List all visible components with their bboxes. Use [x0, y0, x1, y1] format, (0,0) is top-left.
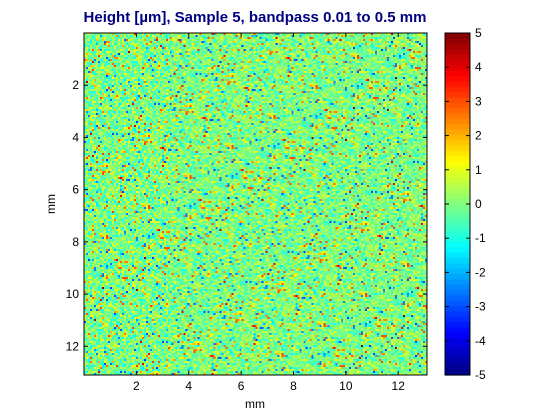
- colorbar-swatch: [445, 316, 470, 323]
- colorbar-tick-label: 5: [475, 26, 482, 40]
- colorbar-tick-label: -3: [475, 300, 486, 314]
- colorbar-swatch: [445, 150, 470, 157]
- colorbar-swatch: [445, 102, 470, 109]
- colorbar-swatch: [445, 268, 470, 275]
- colorbar-swatch: [445, 236, 470, 243]
- colorbar: 5 4 3 2 1 0 -1 -2 -3 -4 -5: [444, 26, 486, 382]
- colorbar-swatch: [445, 171, 470, 178]
- colorbar-swatch: [445, 284, 470, 291]
- y-tick-label: 6: [72, 183, 79, 197]
- colorbar-swatch: [445, 262, 470, 269]
- colorbar-swatch: [445, 166, 470, 173]
- colorbar-swatch: [445, 33, 470, 39]
- colorbar-swatch: [445, 187, 470, 194]
- colorbar-swatch: [445, 97, 470, 104]
- colorbar-swatch: [445, 91, 470, 98]
- y-tick-label: 10: [66, 287, 80, 301]
- colorbar-tick-label: 4: [475, 60, 482, 74]
- x-tick-label: 6: [238, 379, 245, 393]
- colorbar-swatch: [445, 59, 470, 66]
- colorbar-swatch: [445, 289, 470, 296]
- chart-title: Height [µm], Sample 5, bandpass 0.01 to …: [84, 9, 427, 26]
- colorbar-swatch: [445, 118, 470, 125]
- colorbar-swatch: [445, 358, 470, 365]
- colorbar-swatch: [445, 38, 470, 45]
- colorbar-swatch: [445, 139, 470, 146]
- axes: 2 4 6 8 10 12 2 4 6 8 10 12: [66, 32, 428, 393]
- colorbar-tick-label: -5: [475, 368, 486, 382]
- colorbar-swatch: [445, 86, 470, 93]
- colorbar-swatch: [445, 193, 470, 200]
- plot-frame: [83, 32, 428, 376]
- x-tick-label: 2: [133, 379, 140, 393]
- colorbar-swatch: [445, 161, 470, 168]
- colorbar-tick-label: 2: [475, 129, 482, 143]
- colorbar-swatch: [445, 273, 470, 280]
- colorbar-tick-label: 3: [475, 94, 482, 108]
- colorbar-swatch: [445, 81, 470, 88]
- colorbar-swatch: [445, 332, 470, 339]
- colorbar-tick-label: -4: [475, 334, 486, 348]
- colorbar-swatch: [445, 107, 470, 114]
- colorbar-swatch: [445, 54, 470, 61]
- colorbar-swatch: [445, 123, 470, 130]
- colorbar-swatch: [445, 278, 470, 285]
- y-tick-label: 2: [72, 78, 79, 92]
- colorbar-swatch: [445, 113, 470, 120]
- colorbar-swatch: [445, 321, 470, 328]
- colorbar-tick-label: -1: [475, 231, 486, 245]
- colorbar-swatch: [445, 145, 470, 152]
- colorbar-swatch: [445, 310, 470, 317]
- colorbar-swatch: [445, 230, 470, 237]
- colorbar-swatch: [445, 342, 470, 349]
- colorbar-swatch: [445, 177, 470, 184]
- y-tick-label: 4: [72, 130, 79, 144]
- colorbar-swatch: [445, 294, 470, 301]
- colorbar-swatch: [445, 257, 470, 264]
- colorbar-swatch: [445, 134, 470, 141]
- colorbar-swatch: [445, 155, 470, 162]
- x-axis-label: mm: [245, 397, 265, 411]
- colorbar-swatch: [445, 75, 470, 82]
- y-axis-label: mm: [44, 194, 58, 214]
- colorbar-swatch: [445, 198, 470, 205]
- colorbar-tick-label: -2: [475, 265, 486, 279]
- colorbar-swatch: [445, 337, 470, 344]
- colorbar-swatch: [445, 348, 470, 355]
- colorbar-swatch: [445, 209, 470, 216]
- colorbar-swatch: [445, 353, 470, 360]
- colorbar-swatch: [445, 300, 470, 307]
- colorbar-swatch: [445, 326, 470, 333]
- colorbar-swatch: [445, 364, 470, 371]
- x-tick-label: 10: [339, 379, 353, 393]
- colorbar-swatch: [445, 241, 470, 248]
- colorbar-swatch: [445, 225, 470, 232]
- colorbar-swatch: [445, 129, 470, 136]
- x-tick-label: 12: [392, 379, 406, 393]
- y-tick-label: 12: [66, 339, 80, 353]
- colorbar-swatch: [445, 182, 470, 189]
- colorbar-swatch: [445, 204, 470, 210]
- x-tick-label: 4: [185, 379, 192, 393]
- colorbar-swatch: [445, 246, 470, 253]
- y-tick-label: 8: [72, 235, 79, 249]
- colorbar-swatch: [445, 214, 470, 221]
- colorbar-swatch: [445, 70, 470, 77]
- heatmap-plot-area: [84, 33, 427, 375]
- colorbar-swatch: [445, 43, 470, 50]
- x-tick-label: 8: [290, 379, 297, 393]
- colorbar-swatch: [445, 369, 470, 376]
- colorbar-swatch: [445, 220, 470, 226]
- colorbar-swatch: [445, 252, 470, 259]
- colorbar-swatch: [445, 65, 470, 72]
- colorbar-tick-label: 0: [475, 197, 482, 211]
- heatmap-image: [84, 33, 427, 375]
- colorbar-swatch: [445, 305, 470, 312]
- colorbar-tick-label: 1: [475, 163, 482, 177]
- colorbar-swatch: [445, 49, 470, 55]
